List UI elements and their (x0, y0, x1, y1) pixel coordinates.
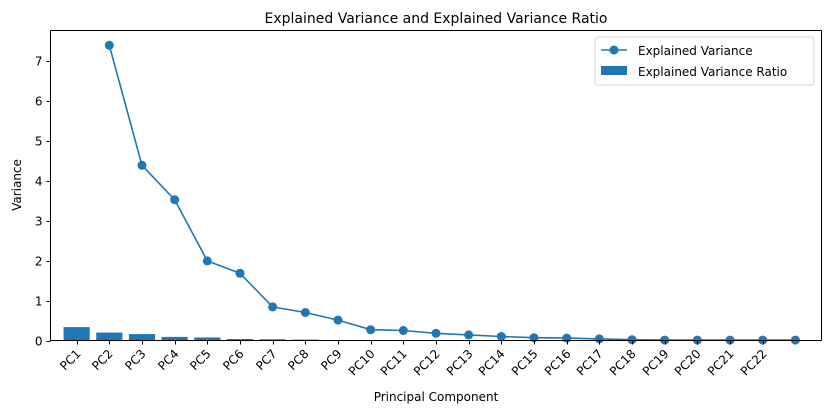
x-tick-label-pc17: PC17 (574, 347, 606, 379)
legend-label-explained-variance-ratio: Explained Variance Ratio (638, 65, 787, 79)
x-tick-label-pc4: PC4 (155, 347, 181, 373)
legend: Explained Variance Explained Variance Ra… (594, 36, 815, 86)
x-tick-label-pc18: PC18 (607, 347, 639, 379)
x-tick-label-pc8: PC8 (285, 347, 311, 373)
point-explained-variance-13 (496, 332, 506, 341)
y-tick-label: 6 (35, 95, 43, 109)
point-explained-variance-14 (529, 333, 539, 343)
legend-line-marker (609, 45, 619, 55)
x-tick-label-pc22: PC22 (738, 347, 770, 379)
point-explained-variance-10 (398, 326, 408, 335)
point-explained-variance-2 (137, 160, 147, 170)
y-tick-label: 2 (35, 255, 43, 269)
point-explained-variance-16 (594, 334, 604, 344)
point-explained-variance-6 (268, 302, 278, 312)
x-tick-label-pc11: PC11 (378, 347, 410, 379)
x-tick-label-pc3: PC3 (122, 347, 148, 373)
x-tick-label-pc14: PC14 (476, 347, 508, 379)
x-tick-label-pc13: PC13 (444, 347, 476, 379)
bar-pc2 (96, 332, 123, 341)
y-axis-label: Variance (10, 159, 24, 211)
bar-pc1 (63, 327, 90, 341)
x-tick-label-pc20: PC20 (672, 347, 704, 379)
y-tick-label: 7 (35, 55, 43, 69)
point-explained-variance-11 (431, 328, 441, 338)
point-explained-variance-1 (104, 40, 114, 50)
x-tick-label-pc10: PC10 (346, 347, 378, 379)
x-tick-label-pc15: PC15 (509, 347, 541, 379)
y-tick-label: 3 (35, 215, 43, 229)
point-explained-variance-12 (464, 330, 474, 340)
x-tick-label-pc12: PC12 (411, 347, 443, 379)
point-explained-variance-8 (333, 315, 343, 325)
y-tick-label: 5 (35, 135, 43, 149)
x-tick-label-pc19: PC19 (640, 347, 672, 379)
x-tick-label-pc6: PC6 (220, 347, 246, 373)
point-explained-variance-3 (170, 195, 180, 205)
legend-label-explained-variance: Explained Variance (638, 44, 753, 58)
point-explained-variance-15 (562, 333, 572, 343)
x-tick-label-pc1: PC1 (57, 347, 83, 373)
x-tick-label-pc21: PC21 (705, 347, 737, 379)
point-explained-variance-7 (300, 308, 310, 317)
bar-pc4 (161, 336, 188, 341)
y-tick-label: 1 (35, 295, 43, 309)
point-explained-variance-9 (366, 325, 376, 335)
x-tick-label-pc16: PC16 (542, 347, 574, 379)
legend-box (594, 36, 815, 86)
point-explained-variance-4 (202, 256, 212, 266)
legend-bar-swatch (601, 66, 627, 75)
point-explained-variance-5 (235, 268, 245, 278)
y-tick-label: 0 (35, 335, 43, 349)
x-tick-label-pc9: PC9 (318, 347, 344, 373)
x-axis-ticks: PC1 PC2 PC3 PC4 PC5 PC6 PC7 PC8 PC9 PC10 PC11 PC12 P… (57, 340, 770, 379)
bar-pc7 (259, 339, 286, 341)
bar-pc3 (128, 334, 156, 341)
plot-area (63, 40, 800, 345)
bar-pc6 (226, 338, 254, 341)
x-tick-label-pc7: PC7 (253, 347, 279, 373)
point-explained-variance-17 (627, 335, 637, 345)
series-line-explained-variance (108, 45, 796, 341)
y-axis-ticks: 0 1 2 3 4 5 6 7 (35, 55, 51, 349)
x-tick-label-pc5: PC5 (187, 347, 213, 373)
x-tick-label-pc2: PC2 (89, 347, 115, 373)
y-tick-label: 4 (35, 175, 43, 189)
chart-title: Explained Variance and Explained Varianc… (265, 11, 608, 27)
bar-pc5 (194, 337, 221, 341)
x-axis-label: Principal Component (374, 390, 499, 404)
